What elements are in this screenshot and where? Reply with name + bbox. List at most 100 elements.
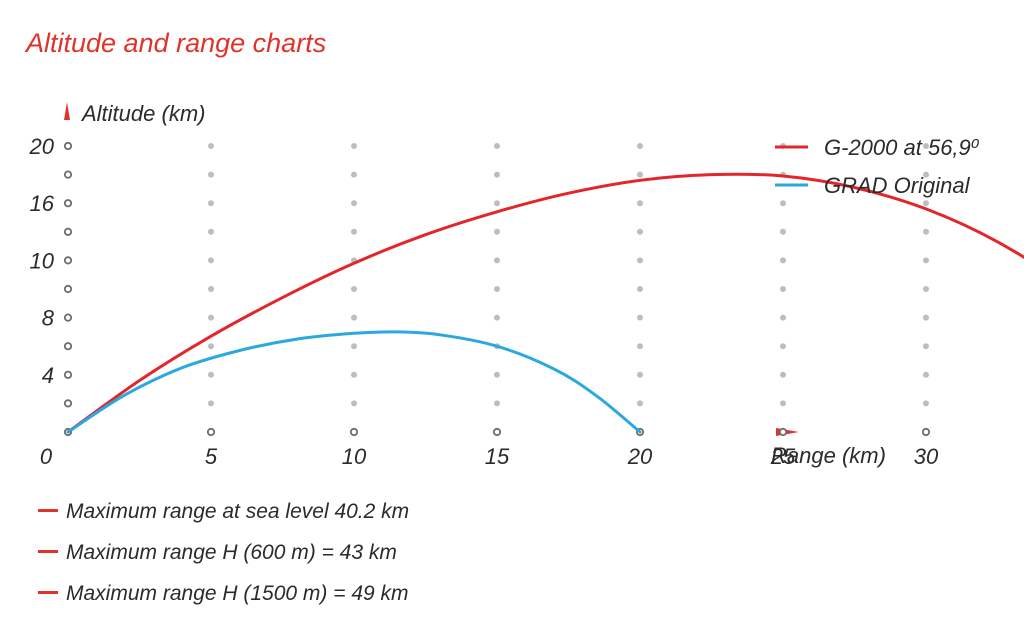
- grid-dot: [351, 228, 357, 235]
- note-1500m: Maximum range H (1500 m) = 49 km: [38, 582, 409, 606]
- grid-dot: [637, 343, 643, 350]
- x-axis-tick: [921, 427, 931, 437]
- x-tick-label: 15: [485, 444, 510, 469]
- grid-dot: [351, 343, 357, 350]
- x-tick-label: 5: [205, 444, 218, 469]
- grid-dot: [780, 286, 786, 292]
- grid-dot: [351, 314, 357, 321]
- grid-dot: [923, 400, 929, 407]
- grid-dot: [208, 257, 214, 264]
- y-axis-tick: [63, 399, 73, 408]
- x-tick-label: 10: [342, 444, 367, 469]
- grid-dot: [637, 200, 643, 207]
- grid-dot: [637, 314, 643, 321]
- note-dash: [38, 590, 58, 594]
- grid-dot: [351, 400, 357, 407]
- grid-dot: [780, 371, 786, 378]
- y-axis-tick: [63, 313, 73, 322]
- x-axis-label: Range (km): [771, 443, 886, 468]
- note-sea-level: Maximum range at sea level 40.2 km: [38, 500, 409, 524]
- grid-dot: [494, 143, 500, 149]
- grid-dot: [923, 143, 929, 149]
- grid-dot: [208, 400, 214, 407]
- grid-dot: [780, 200, 786, 207]
- grid-dot: [637, 257, 643, 264]
- grid-dot: [208, 228, 214, 235]
- grid-dot: [780, 228, 786, 235]
- grid-dot: [351, 200, 357, 207]
- y-axis-tick: [63, 370, 73, 379]
- series-line-grad-original: [66, 330, 642, 434]
- grid-dot: [494, 171, 500, 178]
- grid-dot: [494, 314, 500, 321]
- grid-dot: [494, 200, 500, 207]
- x-tick-label: 20: [627, 444, 653, 469]
- grid-dot: [637, 228, 643, 235]
- grid-dot: [780, 257, 786, 264]
- y-axis-label: Altitude (km): [80, 101, 205, 126]
- grid-dot: [923, 286, 929, 292]
- grid-dot: [494, 257, 500, 264]
- grid-dot: [637, 371, 643, 378]
- grid-dot: [351, 286, 357, 292]
- note-dash: [38, 508, 58, 512]
- x-tick-label: 25: [770, 444, 796, 469]
- y-axis-arrow-icon: [64, 102, 70, 120]
- grid-dot: [923, 200, 929, 207]
- y-axis-tick: [63, 199, 73, 208]
- legend-label: G-2000 at 56,9⁰: [824, 135, 980, 160]
- grid-dot: [923, 343, 929, 350]
- grid-dot: [208, 343, 214, 350]
- axes: Altitude (km) Range (km) 4 8 10 16 20 0 5 10 15 2…: [29, 101, 939, 469]
- grid-dot: [780, 343, 786, 350]
- y-axis-tick: [63, 284, 73, 294]
- y-axis-tick: [63, 227, 73, 236]
- grid-dot: [208, 143, 214, 149]
- note-text: Maximum range H (1500 m) = 49 km: [66, 582, 409, 605]
- grid-dot: [351, 171, 357, 178]
- grid-dot: [637, 400, 643, 407]
- grid-dots: [208, 143, 929, 407]
- grid-dot: [780, 314, 786, 321]
- y-tick-label: 10: [30, 248, 55, 273]
- grid-dot: [637, 286, 643, 292]
- legend-label: GRAD Original: [824, 173, 971, 198]
- y-axis-tick: [63, 141, 73, 151]
- grid-dot: [923, 314, 929, 321]
- legend: G-2000 at 56,9⁰ GRAD Original: [775, 135, 980, 198]
- grid-dot: [208, 314, 214, 321]
- y-tick-label: 20: [29, 134, 55, 159]
- x-axis-tick: [778, 427, 788, 437]
- y-tick-label: 4: [42, 363, 54, 388]
- x-axis-tick: [206, 427, 216, 437]
- x-tick-label: 30: [914, 444, 939, 469]
- grid-dot: [494, 228, 500, 235]
- note-dash: [38, 549, 58, 553]
- x-tick-label: 0: [40, 444, 53, 469]
- grid-dot: [208, 286, 214, 292]
- series-line-g2000: [66, 172, 1024, 434]
- note-text: Maximum range at sea level 40.2 km: [66, 500, 410, 523]
- series-lines: [66, 172, 1024, 434]
- y-axis-tick: [63, 256, 73, 265]
- grid-dot: [923, 171, 929, 178]
- chart-title: Altitude and range charts: [26, 28, 327, 58]
- grid-dot: [637, 143, 643, 149]
- grid-dot: [494, 286, 500, 292]
- x-axis-tick: [349, 427, 359, 437]
- note-600m: Maximum range H (600 m) = 43 km: [38, 541, 397, 565]
- note-text: Maximum range H (600 m) = 43 km: [66, 541, 397, 564]
- y-axis-tick: [63, 342, 73, 351]
- x-axis-tick: [492, 427, 502, 437]
- grid-dot: [208, 200, 214, 207]
- grid-dot: [351, 371, 357, 378]
- y-axis-tick: [63, 170, 73, 179]
- grid-dot: [637, 171, 643, 178]
- grid-dot: [208, 171, 214, 178]
- grid-dot: [208, 371, 214, 378]
- grid-dot: [351, 143, 357, 149]
- grid-dot: [494, 400, 500, 407]
- y-tick-label: 8: [42, 306, 55, 331]
- grid-dot: [923, 228, 929, 235]
